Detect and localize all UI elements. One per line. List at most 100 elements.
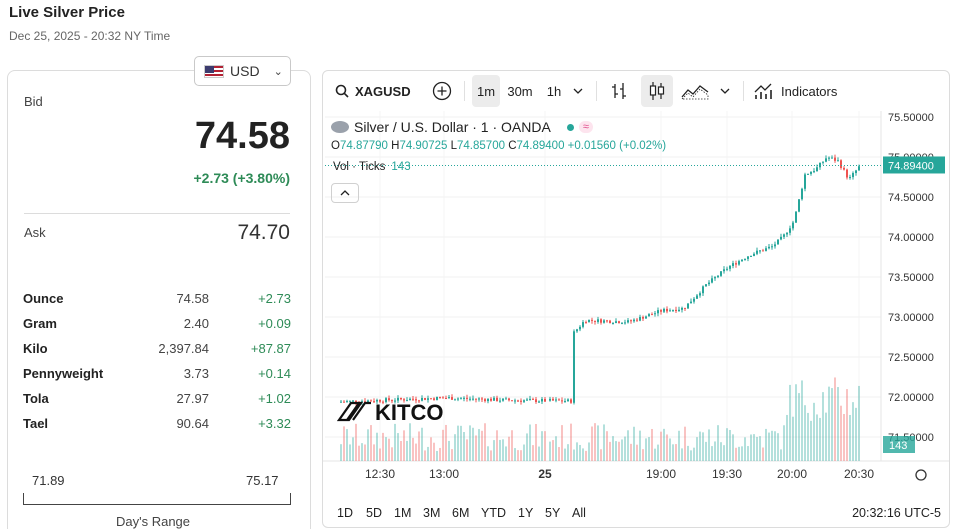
volume-value: 143 (391, 161, 411, 173)
range-5y[interactable]: 5Y (545, 506, 561, 520)
volume-bar (765, 428, 767, 461)
candle-body (753, 253, 755, 256)
candle-body (675, 309, 677, 312)
candle-body (813, 171, 815, 173)
volume-bar (636, 444, 638, 461)
candle-body (496, 397, 498, 402)
compare-symbol-button[interactable] (427, 75, 457, 107)
bar-chart-type-button[interactable] (605, 75, 633, 107)
y-tick-label: 74.50000 (888, 192, 934, 204)
candle-body (798, 199, 800, 212)
interval-1m[interactable]: 1m (472, 75, 500, 107)
volume-bar (594, 423, 596, 461)
candle-chart-type-button[interactable] (641, 75, 673, 107)
volume-bar (397, 433, 399, 461)
chart-type-menu-button[interactable] (715, 75, 735, 107)
open-label: O (331, 140, 340, 152)
candle-body (816, 167, 818, 172)
volume-bar (448, 440, 450, 461)
volume-bar (762, 447, 764, 461)
high-label: H (391, 140, 400, 152)
candle-body (678, 309, 680, 312)
candle-body (585, 322, 587, 324)
volume-label: Vol · Ticks (333, 161, 386, 173)
candle-body (403, 399, 405, 401)
candle-body (508, 398, 510, 401)
range-ytd[interactable]: YTD (481, 506, 506, 520)
last-price-label: 74.89400 (888, 160, 934, 172)
range-3m[interactable]: 3M (423, 506, 441, 520)
interval-30m[interactable]: 30m (507, 83, 533, 99)
volume-bar (484, 423, 486, 461)
symbol-search[interactable]: XAGUSD (331, 75, 413, 107)
candle-body (696, 295, 698, 299)
volume-bar (612, 436, 614, 461)
currency-select[interactable]: USD ⌄ (194, 56, 291, 86)
volume-bar (723, 445, 725, 461)
last-volume-tag (883, 436, 915, 453)
chart-legend-title: Silver / U.S. Dollar · 1 · OANDA ≈ (331, 119, 593, 135)
candle-body (810, 171, 812, 174)
volume-bar (388, 438, 390, 461)
volume-bar (744, 437, 746, 461)
candle-body (561, 400, 563, 402)
toolbar-separator (743, 81, 744, 101)
volume-bar (807, 412, 809, 461)
volume-legend: Vol · Ticks 143 (333, 161, 411, 173)
volume-bar (837, 387, 839, 461)
range-all[interactable]: All (572, 506, 586, 520)
candle-body (469, 398, 471, 400)
interval-1h[interactable]: 1h (546, 83, 562, 99)
range-1y[interactable]: 1Y (518, 506, 534, 520)
volume-bar (669, 438, 671, 461)
candle-body (346, 401, 348, 403)
chevron-down-icon (573, 88, 583, 94)
volume-bar (687, 445, 689, 461)
candle-body (855, 170, 857, 174)
candle-body (825, 158, 827, 162)
volume-bar (630, 443, 632, 461)
volume-bar (690, 450, 692, 461)
indicators-button[interactable]: Indicators (753, 75, 853, 107)
area-chart-type-button[interactable] (679, 75, 711, 107)
candle-body (523, 400, 525, 402)
y-tick-label: 73.50000 (888, 272, 934, 284)
candle-body (774, 244, 776, 247)
volume-bar (786, 414, 788, 461)
candle-body (388, 398, 390, 401)
volume-bar (855, 407, 857, 461)
silver-symbol-icon (331, 121, 349, 133)
range-5d[interactable]: 5D (366, 506, 382, 520)
candle-body (439, 396, 441, 398)
volume-bar (828, 386, 830, 461)
range-6m[interactable]: 6M (452, 506, 470, 520)
price-chart[interactable]: 75.5000075.0000074.5000074.0000073.50000… (323, 71, 950, 528)
candles-icon (649, 82, 665, 100)
candle-body (681, 307, 683, 310)
volume-bar (439, 447, 441, 461)
collapse-legend-button[interactable] (331, 183, 359, 203)
candle-body (846, 169, 848, 178)
volume-bar (427, 446, 429, 461)
volume-bar (729, 429, 731, 461)
candle-body (349, 400, 351, 402)
candle-body (705, 284, 707, 287)
volume-bar (433, 442, 435, 461)
range-1d[interactable]: 1D (337, 506, 353, 520)
candle-body (672, 309, 674, 311)
candle-body (526, 399, 528, 401)
candle-body (472, 398, 474, 400)
bid-value: 74.58 (194, 115, 290, 157)
settings-gear-icon[interactable] (915, 469, 927, 481)
candle-body (822, 161, 824, 163)
volume-bar (804, 405, 806, 461)
volume-bar (573, 449, 575, 461)
interval-menu-button[interactable] (568, 75, 588, 107)
candle-body (708, 282, 710, 285)
candle-body (412, 398, 414, 400)
volume-bar (831, 388, 833, 461)
volume-bar (517, 450, 519, 461)
range-1m[interactable]: 1M (394, 506, 412, 520)
candle-body (460, 398, 462, 400)
candle-body (756, 250, 758, 254)
